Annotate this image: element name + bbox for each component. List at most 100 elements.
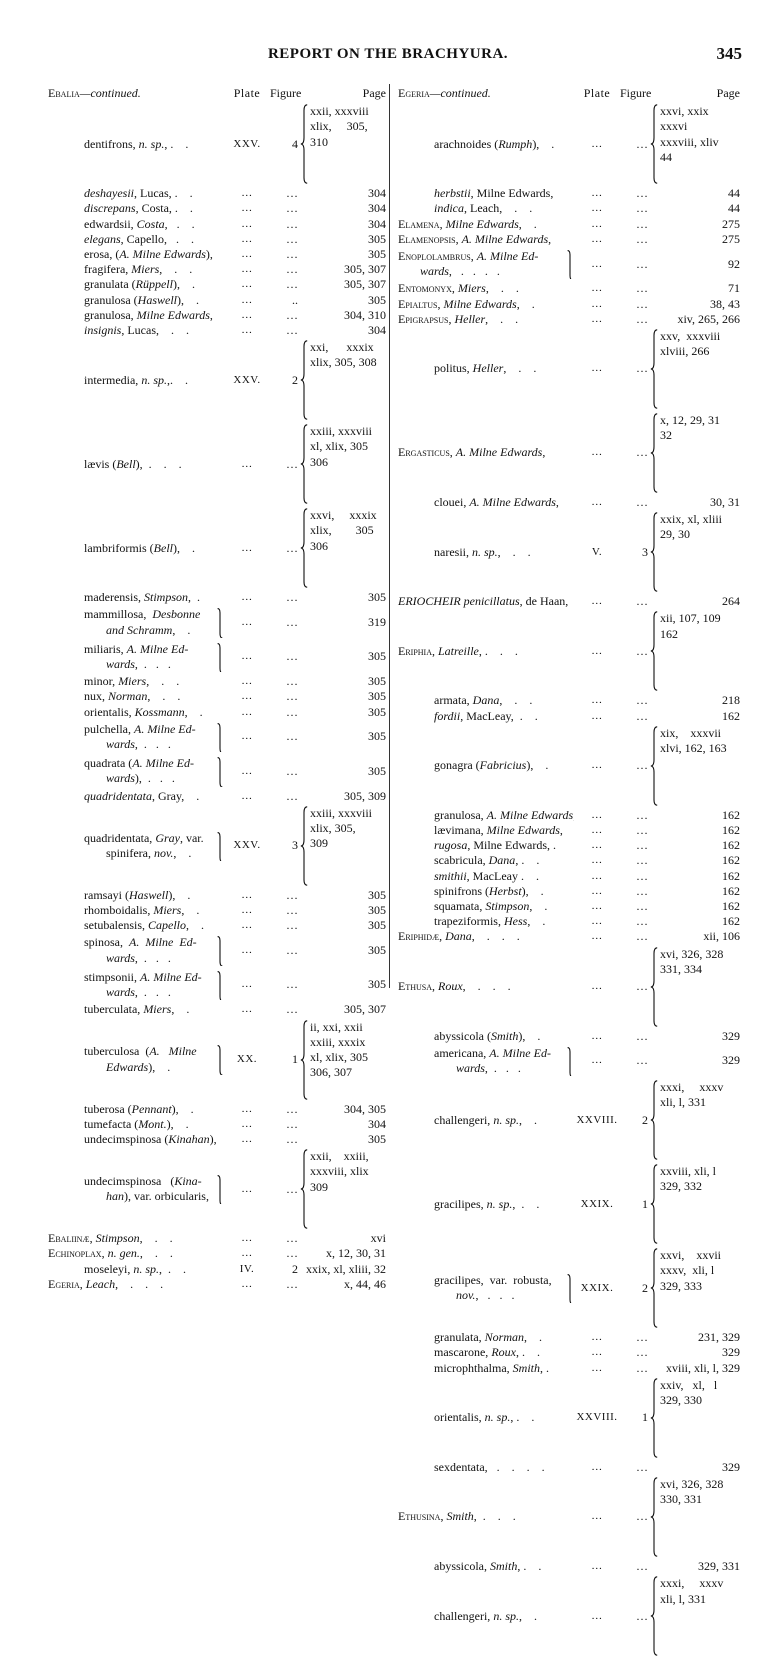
roman-text: americana, <box>434 1045 490 1060</box>
roman-text: , . . . <box>134 657 171 672</box>
figure-number: … <box>286 977 298 992</box>
plate-number: … <box>591 312 603 325</box>
name-line-continued: Edwards), . <box>84 1060 216 1075</box>
left-brace-icon <box>650 1248 658 1328</box>
page-references: xxii, xxiii, xxxviii, xlix 309 <box>300 1149 386 1229</box>
name-line: dentifrons, n. sp., . . <box>84 137 188 151</box>
page-reference: xix, xxxvii <box>660 725 722 740</box>
roman-text: , . . <box>164 216 195 231</box>
name-line: microphthalma, Smith, . <box>434 1361 549 1375</box>
name-line: mammillosa, Desbonne <box>84 607 200 621</box>
roman-text: —continued. <box>429 86 491 100</box>
name-line: scabricula, Dana, . . <box>434 853 539 867</box>
plate-number: … <box>241 278 253 291</box>
roman-text: , . <box>518 1608 537 1623</box>
plate-number: … <box>241 1232 253 1245</box>
page-reference: 38, 43 <box>710 296 740 311</box>
page-reference: 305 <box>368 887 386 902</box>
page-references: 305 <box>300 293 386 308</box>
italic-text: rugosa <box>434 838 468 853</box>
left-brace-icon <box>650 611 658 691</box>
page-lines: 275 <box>722 217 740 232</box>
right-brace-icon <box>217 757 223 786</box>
plate-number: … <box>241 1277 253 1290</box>
page-references: 305 <box>300 674 386 689</box>
figure-number: … <box>636 643 648 658</box>
roman-text: , . . <box>515 853 540 868</box>
page-references: xviii, xli, l, 329 <box>650 1361 740 1376</box>
species-entry: insignis, Lucas, . . … … 304 <box>46 323 386 338</box>
page-reference: 231, 329 <box>698 1330 740 1345</box>
page-reference: 305 <box>368 943 386 958</box>
figure-number: … <box>636 186 648 201</box>
page-references: 44 <box>650 186 740 201</box>
name-line: challengeri, n. sp., . <box>434 1113 537 1127</box>
italic-text: Herbst <box>489 883 522 898</box>
genus-entry: Ergasticus, A. Milne Edwards, … … x, 12, 29… <box>396 411 740 495</box>
species-entry: erosa, (A. Milne Edwards), … … 305 <box>46 247 386 262</box>
species-entry: stimpsonii, A. Milne Ed-wards, . . . … … 30… <box>46 968 386 1002</box>
italic-text: A. Milne Edwards <box>469 495 556 510</box>
entry-name: herbstii, Milne Edwards, <box>396 186 574 201</box>
figure-number: … <box>636 1028 648 1043</box>
genus-name: Elamena <box>398 216 440 231</box>
italic-text: Kinahan <box>168 1131 210 1146</box>
roman-text: ,. . <box>166 372 188 387</box>
plate-number: … <box>241 675 253 688</box>
name-line: orientalis, Kossmann, . <box>84 705 203 719</box>
roman-text: , Lucas, . . <box>121 323 189 338</box>
figure-number: … <box>636 693 648 708</box>
entry-name: naresii, n. sp., . . <box>396 545 574 560</box>
entry-name: lævis (Bell), . . . <box>46 457 224 472</box>
roman-text: , var. <box>179 830 204 845</box>
roman-text: lævimana, <box>434 823 487 838</box>
roman-text: tumefacta ( <box>84 1116 139 1131</box>
roman-text: , . . <box>159 262 193 277</box>
page-reference: xxxviii, xlix <box>310 1164 369 1179</box>
figure-number: … <box>286 307 298 322</box>
figure-number: 2 <box>642 1112 648 1127</box>
italic-text: Smith <box>446 1509 474 1524</box>
species-entry: fragifera, Miers, . . … … 305, 307 <box>46 262 386 277</box>
left-brace-icon <box>650 1378 658 1458</box>
roman-text: , Milne Edwards, . <box>467 838 556 853</box>
species-entry: spinosa, A. Milne Ed-wards, . . . … … 305 <box>46 933 386 967</box>
roman-text: , <box>548 231 552 246</box>
species-entry: gracilipes, n. sp., . . XXIX. 1 xxviii, xli… <box>396 1162 740 1246</box>
page-lines: 162 <box>722 808 740 823</box>
page-references: 305, 307 <box>300 262 386 277</box>
page-reference: 331, 334 <box>660 961 702 976</box>
entry-name: tuberculata, Miers, . <box>46 1002 224 1017</box>
page-reference: 329 <box>722 1345 740 1360</box>
roman-text: , Milne Edwards, <box>470 186 554 201</box>
page-reference: x, 12, 30, 31 <box>326 1246 386 1261</box>
plate-number: … <box>241 1247 253 1260</box>
page-lines: 162 <box>722 838 740 853</box>
page-reference: 275 <box>722 216 740 231</box>
roman-text: tuberculata, <box>84 1002 144 1017</box>
figure-number: … <box>286 1131 298 1146</box>
page-references: 305, 307 <box>300 1002 386 1017</box>
species-entry: smithii, MacLeay . . … … 162 <box>396 869 740 884</box>
plate-number: … <box>591 202 603 215</box>
page-references: xxvi, xxvii xxxv, xli, l 329, 333 <box>650 1248 740 1328</box>
figure-number: … <box>286 1101 298 1116</box>
roman-text: undecimspinosa ( <box>84 1173 175 1188</box>
italic-text: Norman <box>484 1330 524 1345</box>
plate-number: XXV. <box>233 137 261 150</box>
page-reference: 71 <box>728 281 740 296</box>
page-reference: xlix, 305, <box>310 821 356 836</box>
page-references: 44 <box>650 201 740 216</box>
roman-text: fragifera, <box>84 262 132 277</box>
page-reference: xvi, 326, 328 <box>660 1477 724 1492</box>
plate-number: … <box>591 446 603 459</box>
name-line: granulosa, Milne Edwards, <box>84 308 213 322</box>
name-line: indica, Leach, . . <box>434 201 532 215</box>
species-entry: deshayesii, Lucas, . . … … 304 <box>46 186 386 201</box>
roman-text: , . <box>518 216 537 231</box>
roman-text: , . . . <box>115 1276 164 1291</box>
figure-number: … <box>286 262 298 277</box>
plate-number: IV. <box>239 1262 255 1275</box>
roman-text: , . <box>527 914 546 929</box>
roman-text: , . <box>524 1330 542 1345</box>
